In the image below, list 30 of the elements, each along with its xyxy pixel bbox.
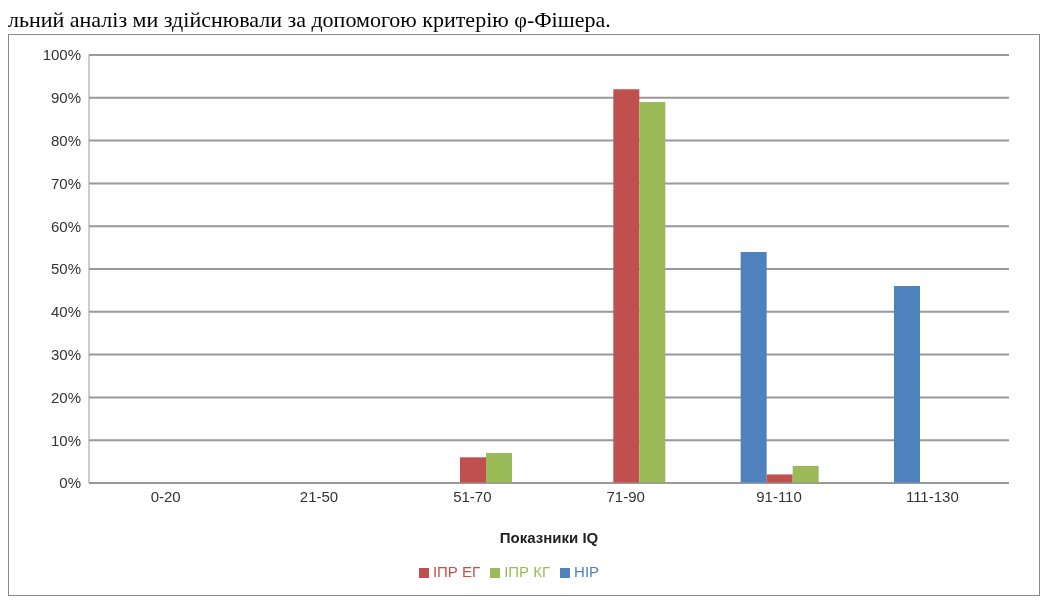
y-tick-label: 50% xyxy=(50,260,81,278)
legend-label: ІПР КГ xyxy=(504,563,551,580)
x-tick-label: 51-70 xyxy=(453,487,492,505)
bar xyxy=(486,453,512,483)
bar xyxy=(766,474,793,483)
y-tick-label: 20% xyxy=(50,388,81,406)
y-tick-label: 90% xyxy=(50,89,81,107)
y-tick-label: 70% xyxy=(50,174,81,192)
text: льний аналіз ми здійснювали за допомогою критерію φ-Фішера. xyxy=(8,7,612,32)
x-tick-label: 0-20 xyxy=(150,487,181,505)
y-tick-label: 0% xyxy=(59,474,81,492)
y-tick-label: 80% xyxy=(50,131,81,149)
bar xyxy=(460,457,486,483)
x-tick-label: 91-110 xyxy=(756,487,802,505)
bar xyxy=(894,286,920,483)
y-tick-label: 60% xyxy=(50,217,81,235)
y-tick-label: 10% xyxy=(50,431,81,449)
bar xyxy=(613,89,640,483)
x-axis-title: Показники IQ xyxy=(499,529,599,546)
legend-label: НІР xyxy=(574,563,600,580)
y-tick-label: 100% xyxy=(42,46,81,64)
y-tick-label: 30% xyxy=(50,345,81,363)
legend-label: ІПР ЕГ xyxy=(432,563,481,580)
bar xyxy=(740,251,767,483)
x-tick-label: 111-130 xyxy=(905,487,959,505)
bar xyxy=(639,102,666,483)
x-tick-label: 71-90 xyxy=(606,487,645,505)
y-tick-label: 40% xyxy=(50,303,81,321)
bar xyxy=(792,465,819,483)
x-tick-label: 21-50 xyxy=(299,487,339,505)
